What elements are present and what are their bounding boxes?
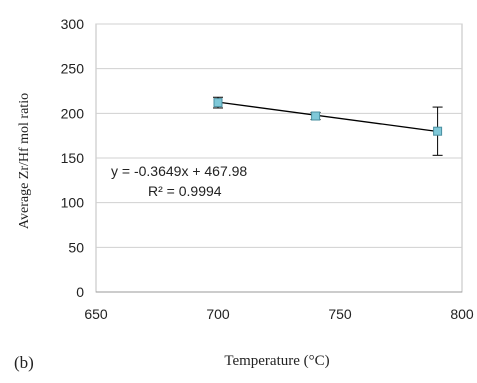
x-axis-title: Temperature (°C) <box>224 353 329 369</box>
x-tick-label: 750 <box>328 306 352 322</box>
y-tick-label: 300 <box>61 16 85 32</box>
data-point <box>433 126 443 136</box>
r-squared-label: R² = 0.9994 <box>148 183 222 199</box>
y-tick-label: 50 <box>68 239 84 255</box>
x-tick-labels: 650 700 750 800 <box>84 306 474 322</box>
x-tick-label: 800 <box>450 306 474 322</box>
y-axis-title: Average Zr/Hf mol ratio <box>17 93 32 229</box>
y-tick-label: 100 <box>61 195 85 211</box>
x-tick-label: 700 <box>206 306 230 322</box>
y-tick-labels: 0 50 100 150 200 250 300 <box>61 16 85 300</box>
gridlines <box>96 23 462 293</box>
panel-label: (b) <box>14 353 34 372</box>
data-point <box>213 98 223 108</box>
y-tick-label: 200 <box>61 105 85 121</box>
trendline-equation: y = -0.3649x + 467.98 <box>111 163 247 179</box>
trendline-layer <box>217 101 438 133</box>
data-point <box>311 111 321 121</box>
y-tick-label: 0 <box>76 284 84 300</box>
trendline <box>217 101 438 133</box>
y-tick-label: 150 <box>61 150 85 166</box>
data-points <box>213 98 443 136</box>
x-tick-label: 650 <box>84 306 108 322</box>
y-tick-label: 250 <box>61 61 85 77</box>
